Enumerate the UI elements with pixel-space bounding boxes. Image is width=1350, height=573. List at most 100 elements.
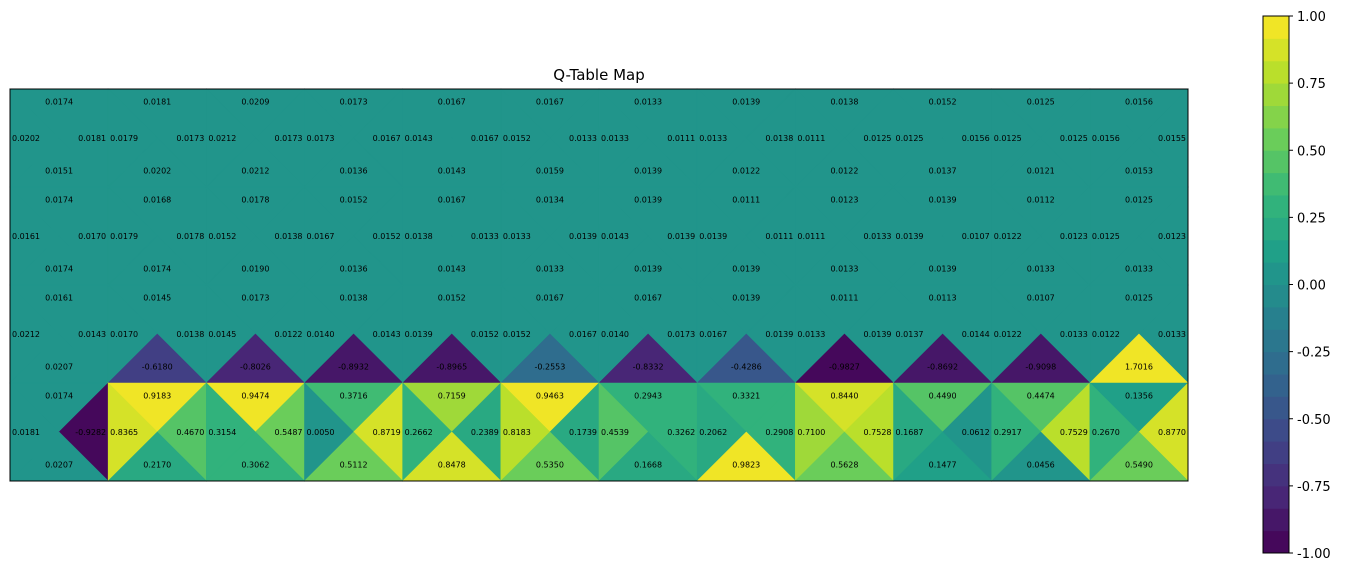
q-value-label: 0.0050 [307,428,335,437]
q-value-label: 0.0139 [405,330,433,339]
q-value-label: 0.5628 [830,460,858,469]
q-value-label: -0.8965 [436,362,467,371]
colorbar-tick-label: 1.00 [1297,10,1326,25]
q-value-label: 0.0152 [438,294,466,303]
q-value-label: 0.0207 [45,362,73,371]
q-value-label: 0.0161 [45,294,73,303]
q-value-label: 0.2170 [143,460,171,469]
q-value-label: 0.0122 [732,166,760,175]
q-value-label: 0.0152 [503,134,531,143]
q-value-label: 0.0113 [929,294,957,303]
q-value-label: 0.0136 [340,166,368,175]
colorbar-tick-label: -1.00 [1297,547,1331,562]
q-value-label: 0.5350 [536,460,564,469]
q-value-label: 0.0178 [241,196,269,205]
q-value-label: 0.2670 [1092,428,1120,437]
colorbar-level [1263,396,1289,420]
q-value-label: 0.0122 [1092,330,1120,339]
q-value-label: 0.2062 [699,428,727,437]
q-value-label: 1.7016 [1125,362,1153,371]
q-value-label: 0.0170 [110,330,138,339]
q-value-label: 0.0139 [929,264,957,273]
q-value-label: 0.1668 [634,460,662,469]
q-value-label: 0.1477 [929,460,957,469]
q-value-label: 0.0174 [45,264,73,273]
colorbar-level [1263,172,1289,196]
q-value-label: 0.0143 [438,264,466,273]
q-value-label: -0.9827 [829,362,860,371]
q-value-label: 0.7528 [864,428,892,437]
colorbar-level [1263,463,1289,487]
q-value-label: 0.0167 [536,98,564,107]
q-value-label: 0.0207 [45,460,73,469]
q-value-label: 0.0138 [275,232,303,241]
q-value-label: 0.0143 [601,232,629,241]
q-value-label: -0.2553 [534,362,565,371]
q-value-label: 0.0156 [1125,98,1153,107]
colorbar-level [1263,374,1289,397]
q-value-label: 0.0173 [667,330,695,339]
q-value-label: 0.0125 [1060,134,1088,143]
q-value-label: 0.4490 [929,392,957,401]
colorbar-level [1263,306,1289,330]
q-value-label: 0.0133 [503,232,531,241]
q-value-label: 0.0179 [110,134,138,143]
q-value-label: 0.0123 [1158,232,1186,241]
colorbar-level [1263,441,1289,464]
q-value-label: 0.0174 [45,392,73,401]
q-value-label: 0.0138 [340,294,368,303]
q-value-label: 0.0167 [569,330,597,339]
q-value-label: 0.0122 [994,232,1022,241]
q-value-label: 0.0133 [864,232,892,241]
q-value-label: 0.0111 [765,232,793,241]
q-value-label: 0.0139 [896,232,924,241]
q-value-label: 0.2662 [405,428,433,437]
q-value-label: 0.4539 [601,428,629,437]
colorbar-level [1263,83,1289,106]
q-value-label: 0.0133 [569,134,597,143]
colorbar-level [1263,329,1289,353]
q-value-label: 0.0143 [78,330,106,339]
q-value-label: 0.0125 [864,134,892,143]
q-value-label: 0.0137 [896,330,924,339]
colorbar-level [1263,195,1289,218]
chart-title: Q-Table Map [553,66,644,84]
q-value-label: 0.8365 [110,428,138,437]
q-value-label: 0.0212 [12,330,40,339]
q-value-label: 0.2389 [471,428,499,437]
q-value-label: 0.0139 [929,196,957,205]
colorbar-level [1263,60,1289,84]
q-value-label: 0.0167 [471,134,499,143]
colorbar-level [1263,508,1289,532]
q-value-label: 0.0122 [275,330,303,339]
q-value-label: 0.0138 [176,330,204,339]
q-value-label: 0.0138 [405,232,433,241]
q-value-label: 0.0152 [340,196,368,205]
q-value-label: 0.0133 [1060,330,1088,339]
q-value-label: 0.4474 [1027,392,1055,401]
q-value-label: 0.2917 [994,428,1022,437]
q-value-label: 0.0140 [601,330,629,339]
q-value-label: 0.0181 [78,134,106,143]
q-value-label: 0.0173 [340,98,368,107]
q-value-label: 0.3716 [340,392,368,401]
colorbar-level [1263,351,1289,375]
q-value-label: 0.0173 [307,134,335,143]
q-value-label: 0.0143 [373,330,401,339]
q-value-label: 0.0121 [1027,166,1055,175]
q-value-label: 0.0456 [1027,460,1055,469]
q-value-label: 0.0181 [12,428,40,437]
q-value-label: 0.9823 [732,460,760,469]
q-value-label: 0.0133 [601,134,629,143]
q-value-label: 0.0212 [241,166,269,175]
q-value-label: 0.0111 [797,134,825,143]
q-value-label: 0.0139 [634,264,662,273]
q-value-label: 0.0138 [765,134,793,143]
q-value-label: 0.0139 [732,98,760,107]
q-value-label: 0.0137 [929,166,957,175]
q-value-label: 0.0107 [1027,294,1055,303]
q-value-label: -0.8932 [338,362,369,371]
q-value-label: 0.0181 [143,98,171,107]
q-value-label: 0.0134 [536,196,564,205]
